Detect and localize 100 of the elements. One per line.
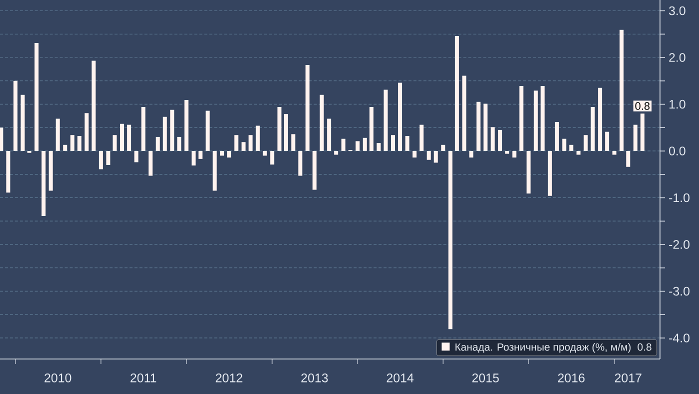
bar [56, 118, 60, 151]
bar [206, 110, 210, 151]
y-tick-label: -1.0 [669, 193, 690, 202]
bar [320, 94, 324, 151]
bar [620, 30, 624, 151]
bar [605, 132, 610, 151]
bar [0, 128, 4, 151]
bar [234, 135, 238, 151]
bar [512, 150, 516, 158]
bar [177, 136, 182, 151]
x-tick-label: 2015 [472, 374, 499, 382]
bar [170, 110, 174, 151]
bar [441, 144, 446, 151]
bar [242, 142, 246, 151]
y-tick-label: -2.0 [669, 240, 690, 249]
bar [405, 136, 410, 151]
data-label: 0.8 [635, 102, 650, 110]
bar [13, 80, 18, 151]
bar [569, 144, 574, 151]
bar [256, 126, 260, 151]
bar [598, 88, 602, 151]
bar [77, 136, 82, 151]
bar [63, 144, 68, 151]
bar [562, 138, 566, 151]
bar [519, 86, 524, 151]
bar [584, 135, 588, 151]
x-tick-label: 2014 [386, 374, 414, 382]
bar [262, 150, 267, 156]
legend-label: Канада. Розничные продаж (%, м/м) [456, 343, 631, 353]
bar [376, 143, 381, 151]
bar [298, 150, 302, 176]
y-tick-label: -4.0 [669, 334, 690, 342]
bar [248, 135, 253, 151]
bar [476, 102, 480, 151]
bar [356, 141, 360, 151]
bar [312, 150, 317, 190]
bar [291, 134, 296, 151]
y-tick-label: 1.0 [669, 100, 686, 109]
bar [112, 135, 117, 151]
bar [20, 94, 25, 151]
x-tick-label: 2012 [216, 374, 242, 382]
bar [590, 107, 595, 151]
bar [420, 124, 424, 151]
bar [284, 114, 288, 151]
bar [526, 150, 531, 194]
bar [127, 124, 132, 151]
bar [369, 107, 374, 151]
bar [141, 107, 146, 151]
bar [184, 100, 188, 151]
bar [34, 42, 39, 151]
bar [334, 150, 338, 155]
bar [490, 127, 495, 151]
bar [162, 116, 167, 151]
bar [554, 122, 559, 151]
bar [398, 82, 402, 151]
bar [469, 150, 474, 158]
bar [98, 150, 103, 170]
bar [462, 76, 466, 151]
x-tick-label: 2011 [130, 374, 156, 382]
bar [270, 150, 274, 165]
bar [327, 118, 332, 151]
bar [156, 136, 160, 151]
bar [498, 130, 502, 151]
x-tick-label: 2010 [44, 374, 72, 382]
y-tick-label: -3.0 [669, 286, 690, 296]
bar [548, 150, 552, 196]
bar [277, 107, 282, 151]
bar [120, 124, 124, 151]
bar [212, 150, 217, 191]
bar [412, 150, 417, 158]
y-tick-label: 2.0 [669, 53, 686, 62]
bar [48, 150, 53, 191]
bar [626, 150, 630, 167]
bar [6, 150, 10, 193]
bar [192, 150, 196, 166]
bar [92, 60, 96, 151]
bar [84, 113, 89, 151]
bar [70, 135, 74, 151]
bar [454, 36, 459, 151]
bar [633, 124, 638, 151]
bar [540, 86, 545, 151]
y-tick-label: 3.0 [669, 6, 686, 16]
bar [341, 138, 346, 151]
bar [448, 150, 452, 330]
bar [134, 150, 138, 162]
bar [391, 135, 396, 151]
bar [505, 150, 510, 154]
bar [534, 90, 538, 151]
bar [42, 150, 46, 216]
x-tick-label: 2017 [614, 374, 642, 382]
bar [220, 150, 224, 156]
bar [384, 90, 388, 151]
bar [434, 150, 438, 163]
bar [227, 150, 232, 158]
bar [306, 64, 310, 151]
text: 0.8 [638, 343, 652, 351]
bar [362, 138, 367, 151]
bar [148, 150, 153, 176]
bar [484, 104, 488, 151]
bar [106, 150, 110, 166]
